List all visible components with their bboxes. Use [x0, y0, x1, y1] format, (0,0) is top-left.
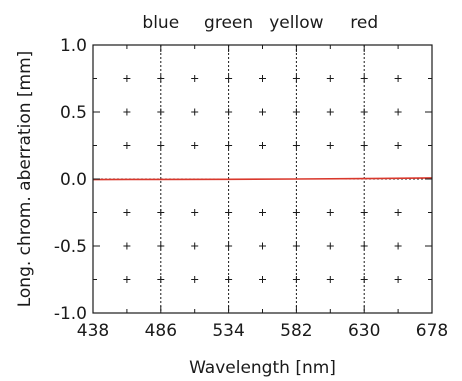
grid-marker — [292, 209, 300, 216]
y-tick-label: 0.5 — [60, 103, 87, 123]
grid-marker — [259, 242, 266, 250]
grid-marker — [225, 142, 233, 149]
grid-marker — [394, 276, 402, 283]
grid-marker — [191, 209, 199, 216]
band-label-blue: blue — [142, 13, 179, 33]
axis-ticks — [92, 44, 433, 314]
grid-marker — [292, 142, 300, 149]
grid-marker — [360, 276, 368, 283]
grid-marker — [292, 242, 300, 250]
grid-marker — [157, 276, 165, 283]
grid-marker — [191, 108, 199, 116]
grid-marker — [123, 75, 131, 82]
band-label-green: green — [204, 13, 253, 33]
grid-marker — [225, 209, 233, 216]
grid-marker — [157, 209, 165, 216]
grid-marker — [326, 75, 334, 82]
x-axis-label: Wavelength [nm] — [189, 358, 336, 378]
grid-markers — [123, 75, 402, 283]
grid-marker — [225, 242, 233, 250]
grid-marker — [191, 242, 199, 250]
x-tick-label: 678 — [416, 321, 448, 341]
grid-marker — [157, 75, 165, 82]
grid-marker — [326, 242, 334, 250]
grid-marker — [360, 75, 368, 82]
grid-marker — [326, 209, 334, 216]
grid-marker — [360, 142, 368, 149]
band-label-yellow: yellow — [269, 13, 323, 33]
grid-marker — [292, 276, 300, 283]
x-tick-label: 438 — [77, 321, 109, 341]
grid-marker — [259, 142, 266, 149]
grid-marker — [394, 209, 402, 216]
grid-marker — [360, 242, 368, 250]
grid-marker — [326, 108, 334, 116]
grid-marker — [394, 108, 402, 116]
grid-marker — [123, 209, 131, 216]
series-line — [92, 177, 433, 181]
grid-marker — [259, 75, 266, 82]
band-labels: blue green yellow red — [142, 13, 378, 33]
grid-marker — [394, 142, 402, 149]
tick-labels: 438 486 534 582 630 678 1.0 0.5 0.0 -0.5 -1.0 — [54, 36, 448, 341]
y-tick-label: -0.5 — [54, 237, 87, 257]
grid-marker — [360, 209, 368, 216]
x-tick-label: 582 — [280, 321, 312, 341]
grid-marker — [123, 142, 131, 149]
grid-marker — [225, 108, 233, 116]
y-axis-label: Long. chrom. aberration [mm] — [15, 51, 35, 308]
x-tick-label: 630 — [348, 321, 380, 341]
grid-marker — [292, 75, 300, 82]
grid-marker — [326, 142, 334, 149]
grid-marker — [225, 75, 233, 82]
x-tick-label: 534 — [212, 321, 244, 341]
y-tick-label: 1.0 — [60, 36, 87, 56]
y-tick-label: 0.0 — [60, 170, 87, 190]
grid-marker — [191, 142, 199, 149]
grid-marker — [360, 108, 368, 116]
grid-marker — [259, 276, 266, 283]
series-lines — [92, 177, 433, 181]
grid-marker — [191, 75, 199, 82]
grid-marker — [157, 242, 165, 250]
grid-marker — [394, 242, 402, 250]
grid-marker — [394, 75, 402, 82]
grid-marker — [326, 276, 334, 283]
grid-marker — [157, 142, 165, 149]
y-tick-label: -1.0 — [54, 304, 87, 324]
grid-marker — [259, 108, 266, 116]
x-tick-label: 486 — [145, 321, 177, 341]
grid-marker — [225, 276, 233, 283]
grid-marker — [123, 108, 131, 116]
grid-marker — [123, 276, 131, 283]
grid-marker — [123, 242, 131, 250]
grid-marker — [259, 209, 266, 216]
band-label-red: red — [350, 13, 378, 33]
grid-marker — [292, 108, 300, 116]
grid-marker — [157, 108, 165, 116]
grid-marker — [191, 276, 199, 283]
